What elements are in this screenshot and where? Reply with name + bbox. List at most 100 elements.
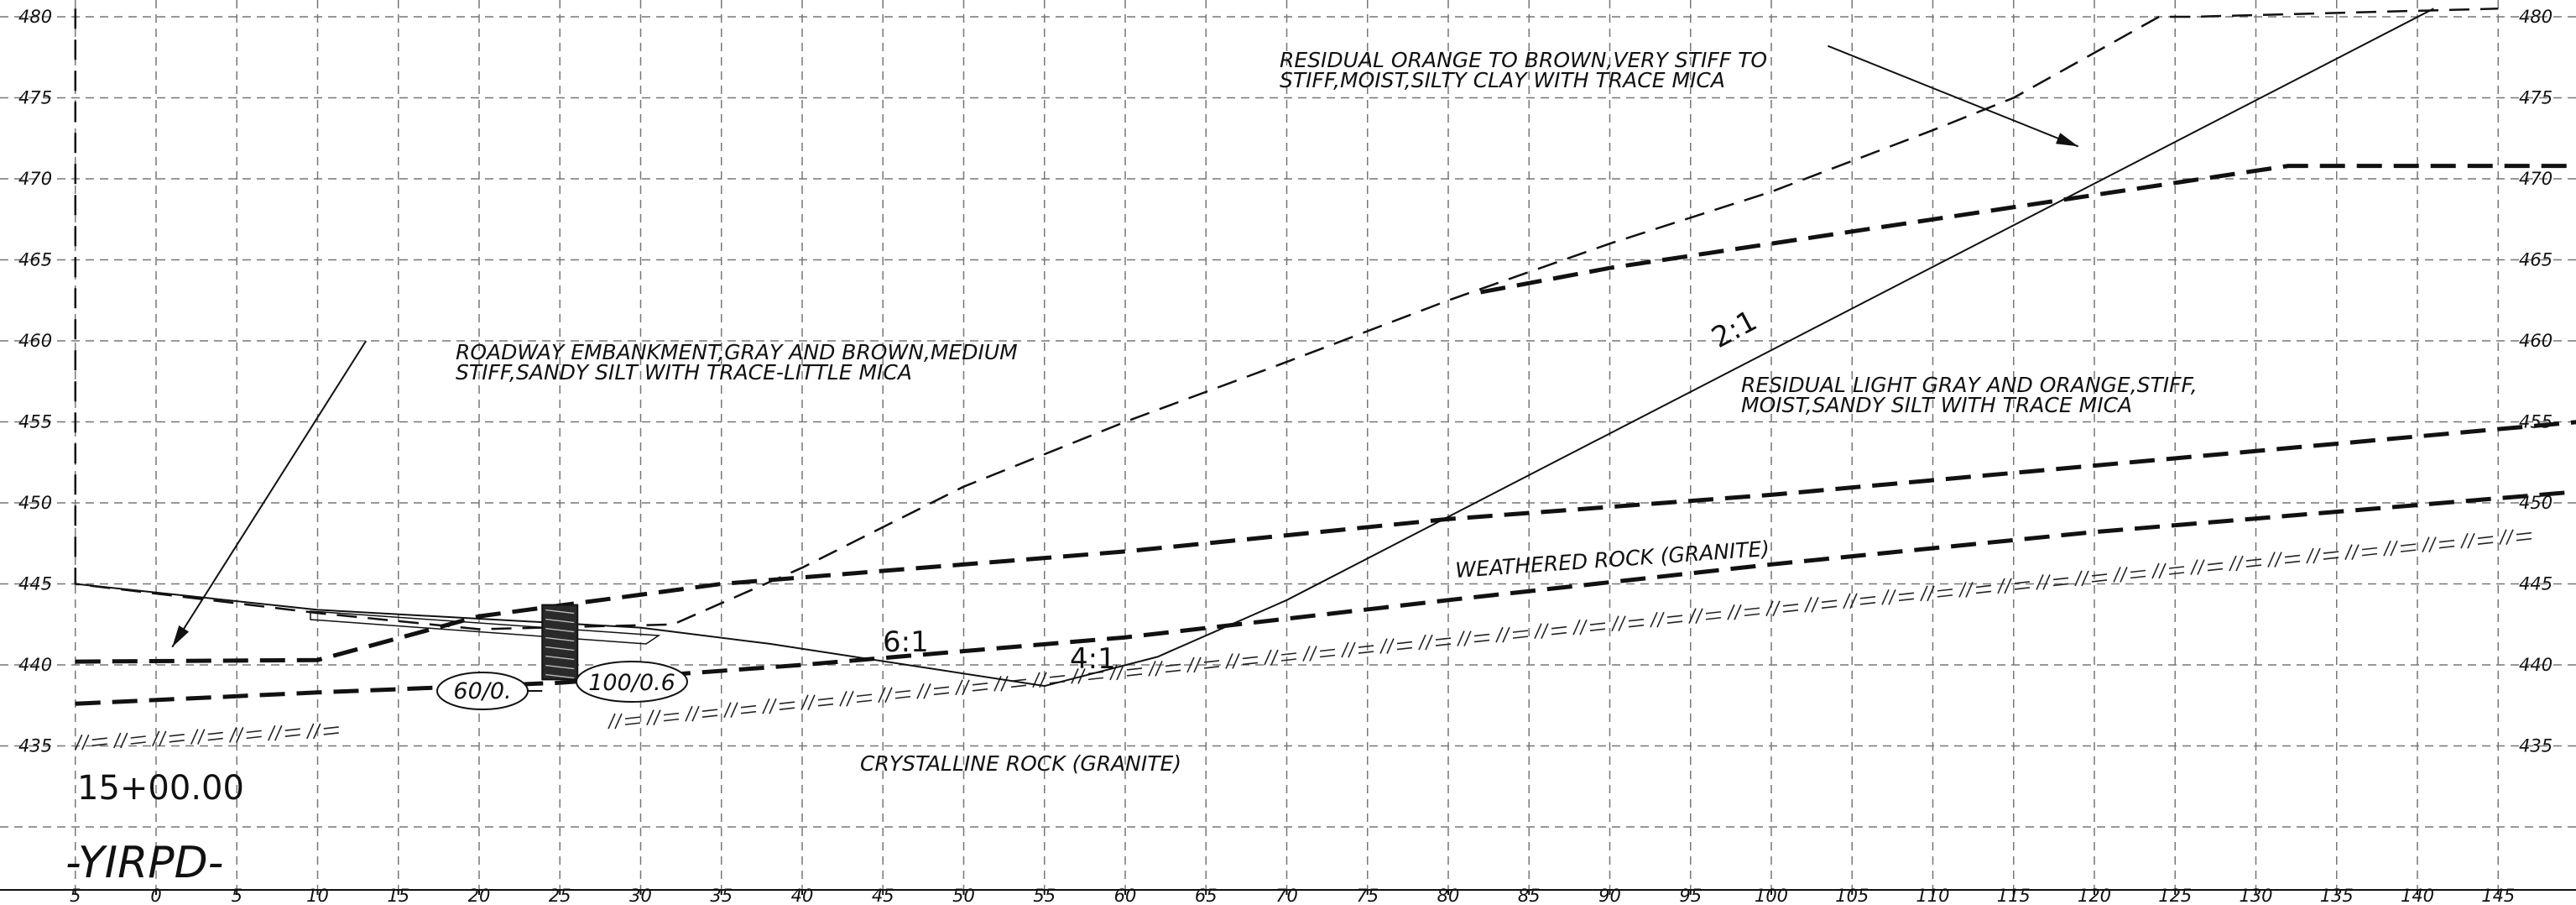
hatch-stroke xyxy=(740,710,757,714)
hatch-stroke xyxy=(1379,638,1388,654)
crystalline-rock-label: CRYSTALLINE ROCK (GRANITE) xyxy=(860,751,1181,776)
hatch-stroke xyxy=(1975,584,1992,589)
hatch-stroke xyxy=(1772,600,1781,617)
hatch-stroke xyxy=(246,730,262,734)
boring-pattern xyxy=(545,618,575,624)
hatch-stroke xyxy=(817,697,834,701)
hatch-stroke xyxy=(1309,646,1317,662)
offset-tick-label: 75 xyxy=(1356,886,1379,905)
hatch-stroke xyxy=(2477,541,2494,545)
hatch-stroke xyxy=(1744,607,1760,611)
hatch-stroke xyxy=(1463,630,1472,646)
crystalline-rock-boundary xyxy=(75,489,2576,706)
hatch-stroke xyxy=(933,686,950,690)
hatch-stroke xyxy=(1087,677,1104,681)
hatch-stroke xyxy=(1937,594,1953,598)
hatch-stroke xyxy=(120,732,128,749)
hatch-stroke xyxy=(1000,676,1009,692)
hatch-stroke xyxy=(1348,641,1356,658)
hatch-stroke xyxy=(2344,544,2353,560)
hatch-stroke xyxy=(1811,596,1819,613)
hatch-stroke xyxy=(2052,583,2069,587)
hatch-stroke xyxy=(1579,619,1588,636)
boring-right-ellipse xyxy=(576,661,688,703)
hatch-stroke xyxy=(2120,567,2128,583)
hatch-stroke xyxy=(701,709,718,712)
hatch-stroke xyxy=(91,743,107,746)
hatch-stroke xyxy=(1937,589,1953,592)
hatch-stroke xyxy=(1705,610,1722,615)
hatch-stroke xyxy=(916,683,925,699)
hatch-stroke xyxy=(274,725,283,741)
hatch-stroke xyxy=(2361,552,2378,557)
offset-tick-label: 15 xyxy=(387,886,409,905)
proposed-grade-line xyxy=(75,8,2434,688)
hatch-stroke xyxy=(91,737,107,740)
hatch-stroke xyxy=(1589,622,1606,625)
hatch-stroke xyxy=(1242,656,1259,660)
orange-leader-arrow xyxy=(1828,44,2079,148)
hatch-stroke xyxy=(1193,657,1202,673)
hatch-stroke xyxy=(1927,585,1935,602)
hatch-stroke xyxy=(646,709,654,725)
hatch-stroke xyxy=(1116,664,1124,681)
hatch-stroke xyxy=(1126,667,1143,671)
hatch-stroke xyxy=(1280,658,1297,662)
hatch-stroke xyxy=(236,727,244,743)
hatch-stroke xyxy=(839,690,847,707)
hatch-stroke xyxy=(2113,567,2121,583)
hatch-stroke xyxy=(197,729,206,745)
hatch-stroke xyxy=(1920,585,1928,602)
hatch-stroke xyxy=(1341,641,1349,658)
hatch-stroke xyxy=(1541,623,1549,639)
orange-arrowhead xyxy=(2056,133,2078,147)
hatch-stroke xyxy=(2428,536,2437,552)
hatch-stroke xyxy=(1386,638,1395,654)
hatch-stroke xyxy=(1203,660,1220,663)
offset-tick-label: 145 xyxy=(2481,886,2515,905)
residual-orange-label-1: RESIDUAL ORANGE TO BROWN,VERY STIFF TO xyxy=(1280,48,1767,72)
hatch-stroke xyxy=(1821,605,1838,609)
hatch-stroke xyxy=(323,732,339,735)
hatch-stroke xyxy=(2400,549,2417,552)
hatch-stroke xyxy=(1425,634,1433,651)
hatch-stroke xyxy=(653,709,661,725)
hatch-stroke xyxy=(1435,643,1452,646)
hatch-stroke xyxy=(2306,547,2314,564)
hatch-stroke xyxy=(933,692,950,696)
hatch-stroke xyxy=(740,704,757,709)
hatch-stroke xyxy=(2323,551,2339,554)
hatch-stroke xyxy=(2235,555,2244,572)
residual-orange-label-2: STIFF,MOIST,SILTY CLAY WITH TRACE MICA xyxy=(1280,68,1725,92)
hatch-stroke xyxy=(284,728,300,731)
hatch-stroke xyxy=(769,698,777,714)
elevation-tick-label: 470 xyxy=(2519,169,2553,189)
hatch-stroke xyxy=(1782,603,1799,607)
hatch-stroke xyxy=(2091,579,2108,583)
elevation-tick-label: 455 xyxy=(2519,412,2553,432)
hatch-stroke xyxy=(2274,552,2282,568)
hatch-stroke xyxy=(701,714,718,718)
existing-ground-line xyxy=(74,8,2499,630)
hatch-stroke xyxy=(1997,578,2005,594)
offset-tick-label: 35 xyxy=(710,886,733,905)
hatch-stroke xyxy=(2422,536,2430,552)
hatch-stroke xyxy=(817,703,834,707)
elevation-tick-label: 460 xyxy=(18,331,52,351)
hatch-stroke xyxy=(1457,630,1465,646)
hatch-stroke xyxy=(1958,582,1967,598)
offset-tick-label: 140 xyxy=(2401,886,2434,905)
hatch-stroke xyxy=(1628,618,1645,622)
station-label: 15+00.00 xyxy=(77,769,244,808)
elevation-ticks-left: 480 475 470 465 460 455 450 445 440 435 xyxy=(18,7,52,756)
hatch-stroke xyxy=(1975,590,1992,594)
hatch-stroke xyxy=(1888,589,1896,605)
hatch-stroke xyxy=(2499,529,2507,546)
hatch-stroke xyxy=(691,705,700,722)
hatch-stroke xyxy=(2245,558,2262,562)
elevation-tick-label: 435 xyxy=(2519,736,2553,756)
hatch-stroke xyxy=(663,712,680,716)
hatch-stroke xyxy=(962,679,970,696)
offset-tick-label: 10 xyxy=(306,886,329,905)
